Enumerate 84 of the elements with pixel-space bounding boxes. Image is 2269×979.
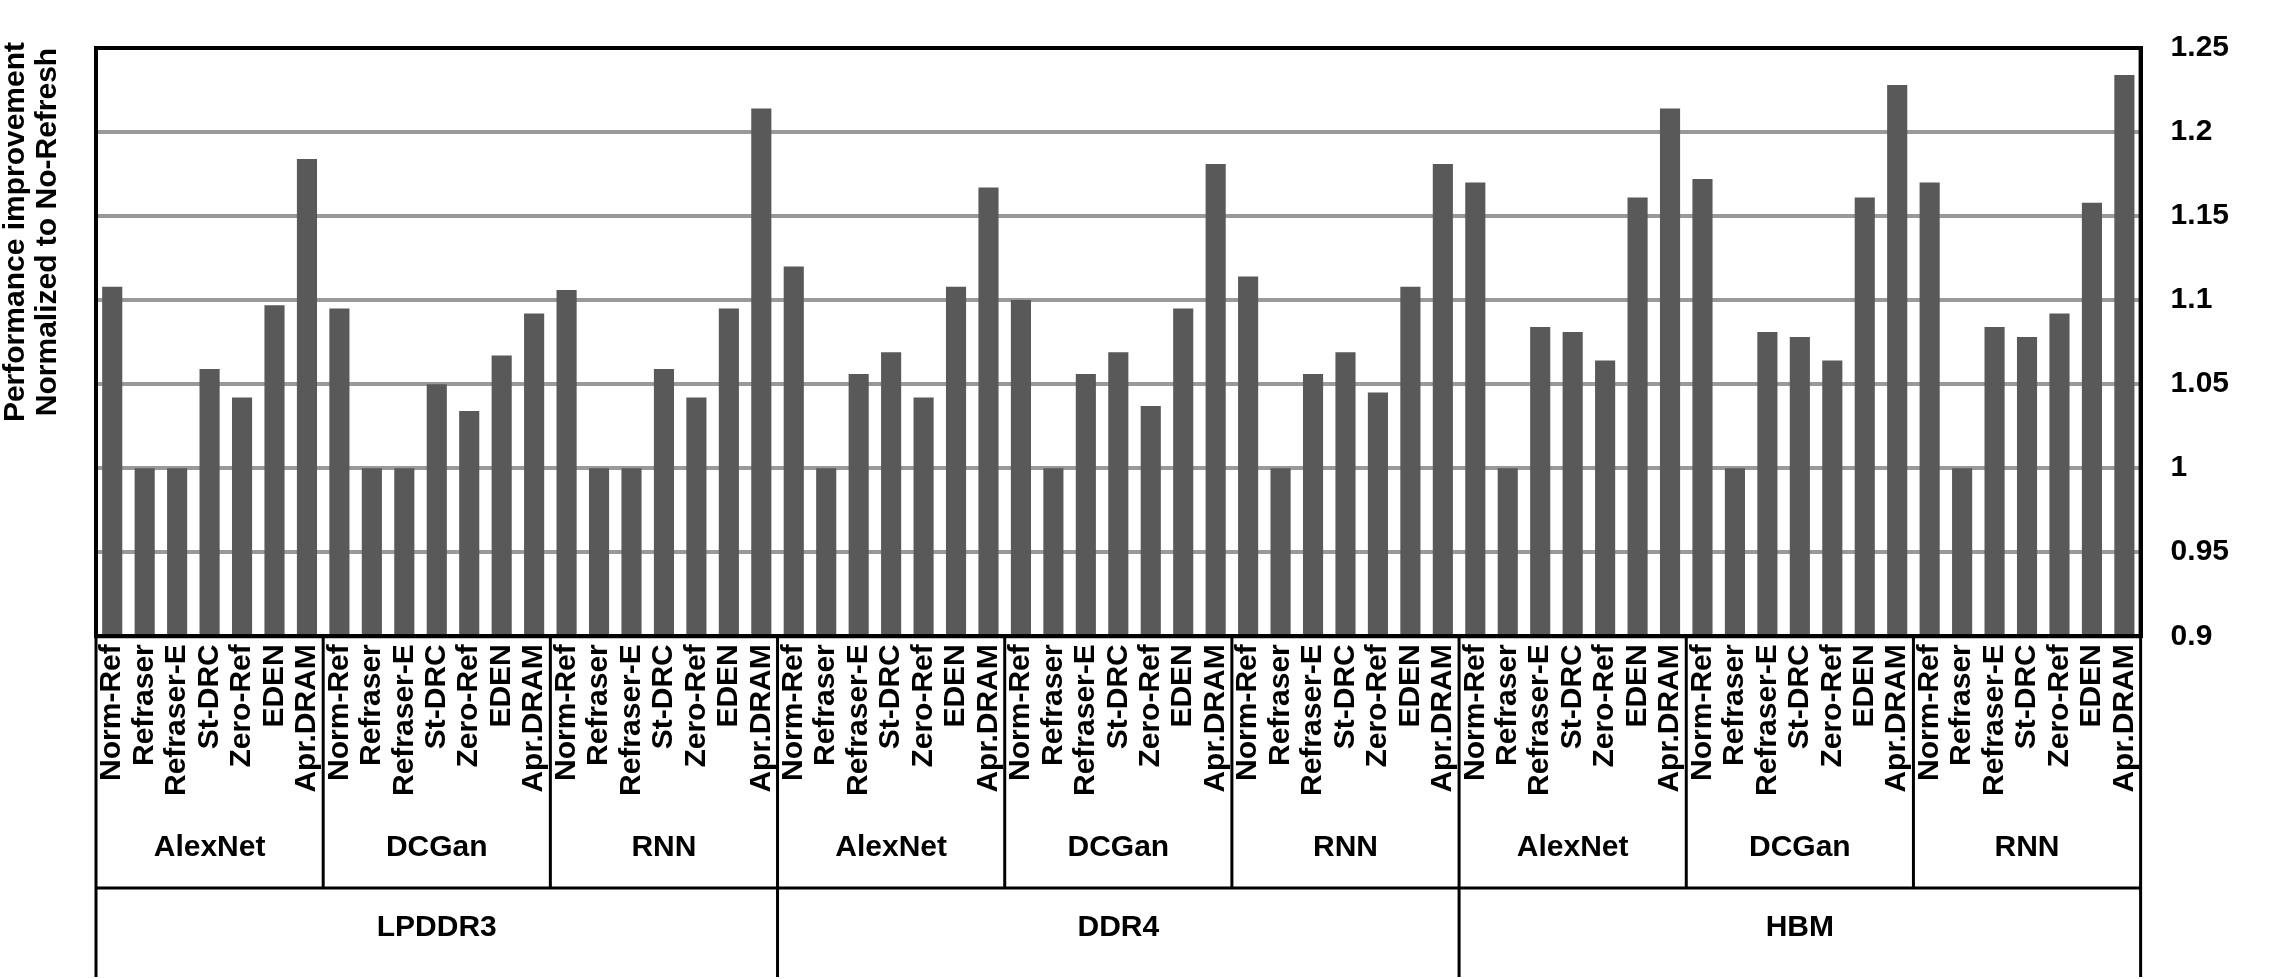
y-tick-label: 1 [2170,449,2188,483]
x-tick-label: EDEN [482,644,516,728]
x-tick-label: Refraser-E [1975,644,2009,797]
text: AlexNet [153,829,266,863]
y-tick-label: 0.9 [2170,617,2213,651]
x-tick-label: Refraser [1716,643,1750,767]
x-tick-label: EDEN [1391,644,1425,728]
x-tick-label: St-DRC [872,644,906,750]
text: RNN [631,829,697,863]
x-tick-label: Norm-Ref [1910,643,1944,781]
x-tick-label: EDEN [1164,644,1198,728]
x-tick-label: Norm-Ref [1229,643,1263,781]
x-tick-label: Refraser-E [1067,644,1101,797]
x-tick-label: Refraser-E [385,644,419,797]
x-tick-label: St-DRC [645,644,679,750]
x-tick-label: Zero-Ref [677,643,711,768]
x-tick-label: EDEN [2073,644,2107,728]
x-tick-label: St-DRC [418,644,452,750]
x-tick-label: Norm-Ref [93,643,127,781]
y-tick-label: 1.05 [2170,365,2229,399]
y-axis-title: Performance improvement Normalized to No-Refresh [0,40,62,425]
x-tick-label: Apr.DRAM [515,644,549,793]
x-tick-label: Refraser-E [1748,644,1782,797]
x-tick-label: Refraser [1261,643,1295,767]
x-tick-label: EDEN [255,644,289,728]
x-tick-label: Zero-Ref [223,643,257,768]
x-tick-label: Refraser [353,643,387,767]
x-tick-label: Norm-Ref [1683,643,1717,781]
x-tick-label: Refraser [1943,643,1977,767]
x-tick-label: Refraser-E [1521,644,1555,797]
x-tick-label: St-DRC [2008,644,2042,750]
x-tick-label: Apr.DRAM [1651,644,1685,793]
x-tick-label: Zero-Ref [1813,643,1847,768]
text: AlexNet [835,829,947,863]
x-tick-label: EDEN [710,644,744,728]
text: HBM [1765,909,1835,943]
x-tick-label: Refraser-E [612,644,646,797]
y-tick-label: 0.95 [2170,533,2229,567]
text: AlexNet [1516,829,1629,863]
x-tick-label: St-DRC [1781,644,1815,750]
text: RNN [1312,829,1378,863]
x-tick-label: Norm-Ref [1002,643,1036,781]
x-tick-label: Zero-Ref [904,643,938,768]
y-tick-label: 1.25 [2170,29,2229,63]
text: DCGan [1067,829,1170,863]
text: RNN [1994,829,2060,863]
x-tick-label: EDEN [1618,644,1652,728]
x-tick-label: Refraser [807,643,841,767]
x-tick-label: Apr.DRAM [1424,644,1458,793]
x-tick-label: Norm-Ref [1456,643,1490,781]
x-tick-label: Norm-Ref [775,643,809,781]
x-tick-label: Norm-Ref [320,643,354,781]
x-tick-label: Refraser [1489,643,1523,767]
x-tick-label: Refraser [580,643,614,767]
text: LPDDR3 [376,909,497,943]
x-tick-label: Zero-Ref [1132,643,1166,768]
x-tick-label: Refraser-E [158,644,192,797]
y-tick-label: 1.1 [2170,281,2213,315]
x-tick-label: Zero-Ref [1586,643,1620,768]
x-tick-label: Zero-Ref [1359,643,1393,768]
x-tick-label: Apr.DRAM [969,644,1003,793]
x-tick-label: Refraser-E [839,644,873,797]
x-tick-label: Apr.DRAM [1878,644,1912,793]
x-tick-label: Refraser [1034,643,1068,767]
x-tick-label: Norm-Ref [547,643,581,781]
x-tick-label: St-DRC [1099,644,1133,750]
x-tick-label: Apr.DRAM [742,644,776,793]
x-tick-label: St-DRC [1326,644,1360,750]
x-tick-label: Apr.DRAM [288,644,322,793]
text: DCGan [385,829,488,863]
text: DDR4 [1077,909,1160,943]
y-tick-label: 1.2 [2170,113,2213,147]
x-tick-label: EDEN [1846,644,1880,728]
y-tick-label: 1.15 [2170,197,2229,231]
x-tick-label: Refraser [125,643,159,767]
x-tick-label: St-DRC [190,644,224,750]
x-tick-label: Apr.DRAM [2105,644,2139,793]
x-tick-label: EDEN [937,644,971,728]
text: DCGan [1749,829,1851,863]
x-tick-label: Zero-Ref [2040,643,2074,768]
x-tick-label: St-DRC [1553,644,1587,750]
x-tick-label: Refraser-E [1294,644,1328,797]
x-tick-label: Zero-Ref [450,643,484,768]
x-tick-label: Apr.DRAM [1196,644,1230,793]
